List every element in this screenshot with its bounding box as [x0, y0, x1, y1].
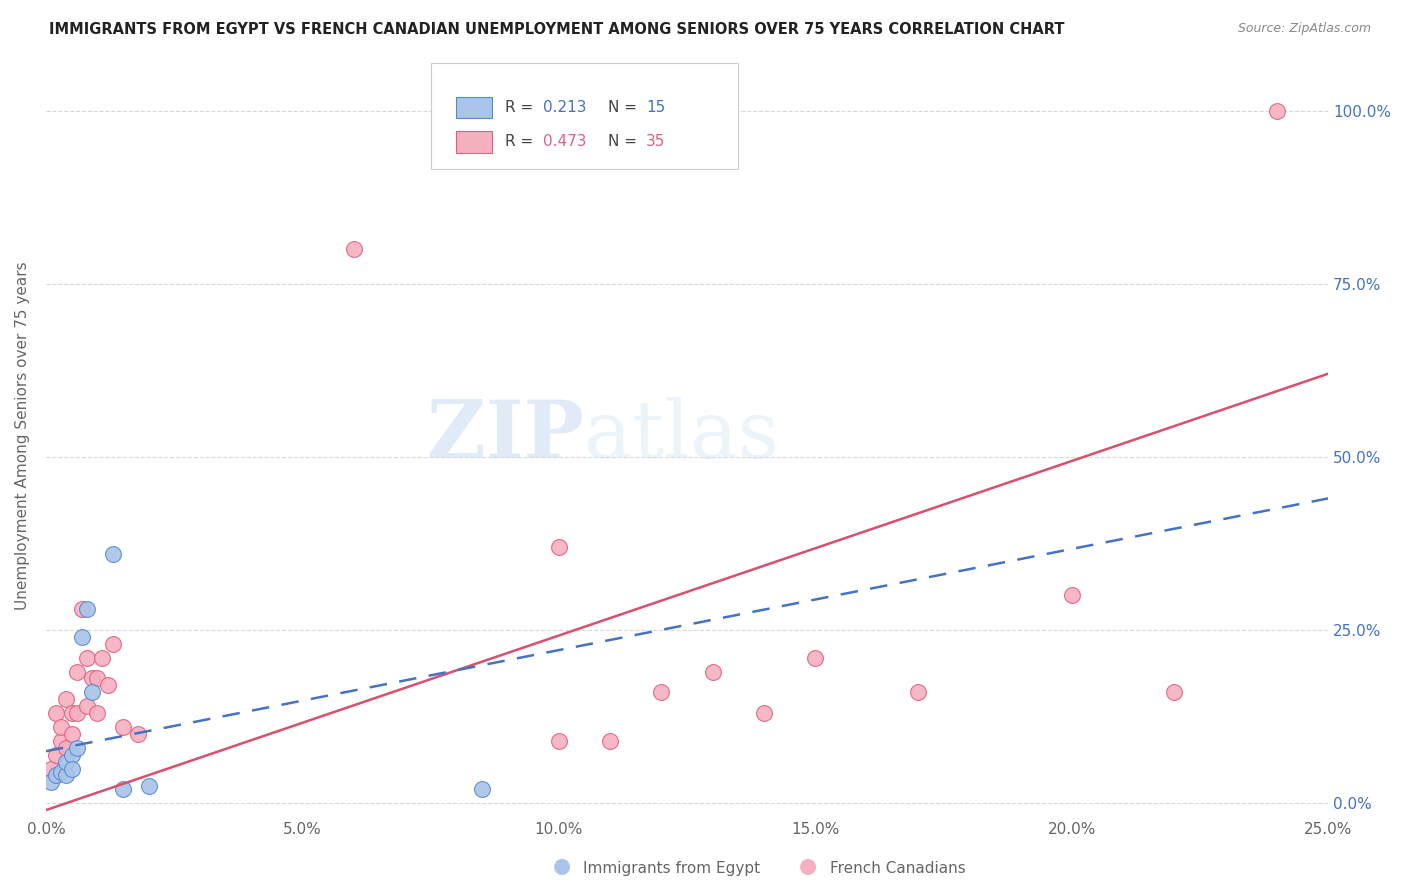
Text: Source: ZipAtlas.com: Source: ZipAtlas.com [1237, 22, 1371, 36]
Point [70, 630, 93, 644]
Point [86, 672, 108, 686]
Text: R =: R = [505, 135, 538, 150]
Point [60, 747, 83, 762]
Text: Immigrants from Egypt: Immigrants from Egypt [583, 861, 761, 876]
Point [55, 768, 77, 782]
Text: ●: ● [800, 856, 817, 876]
Point [471, 782, 494, 797]
Point [599, 734, 621, 748]
Text: R =: R = [505, 100, 538, 115]
Point [39, 775, 62, 789]
Point [547, 540, 569, 554]
Point [82, 672, 104, 686]
Text: 0.473: 0.473 [544, 135, 586, 150]
Point [55, 755, 77, 769]
Point [45, 706, 67, 720]
Point [55, 740, 77, 755]
Point [51, 734, 73, 748]
Point [39, 762, 62, 776]
Point [446, 103, 468, 118]
Point [96, 678, 118, 692]
Point [55, 692, 77, 706]
Point [752, 706, 775, 720]
Point [45, 768, 67, 782]
Y-axis label: Unemployment Among Seniors over 75 years: Unemployment Among Seniors over 75 years [15, 261, 30, 610]
Point [66, 665, 89, 679]
Text: IMMIGRANTS FROM EGYPT VS FRENCH CANADIAN UNEMPLOYMENT AMONG SENIORS OVER 75 YEAR: IMMIGRANTS FROM EGYPT VS FRENCH CANADIAN… [49, 22, 1064, 37]
Point [91, 650, 114, 665]
Point [66, 706, 89, 720]
Point [51, 764, 73, 779]
Point [907, 685, 929, 699]
Text: 15: 15 [645, 100, 665, 115]
Point [138, 779, 160, 793]
Point [76, 650, 98, 665]
Point [111, 782, 134, 797]
Point [82, 685, 104, 699]
Text: ●: ● [554, 856, 571, 876]
Point [45, 747, 67, 762]
Text: 35: 35 [645, 135, 665, 150]
Text: atlas: atlas [585, 397, 779, 475]
Text: N =: N = [607, 135, 641, 150]
Point [60, 762, 83, 776]
Point [86, 706, 108, 720]
Point [60, 706, 83, 720]
Point [650, 685, 672, 699]
Text: 0.213: 0.213 [544, 100, 586, 115]
Point [127, 727, 149, 741]
Point [111, 720, 134, 734]
Point [101, 637, 124, 651]
Point [547, 734, 569, 748]
Point [101, 547, 124, 561]
Point [804, 650, 827, 665]
Point [1265, 103, 1288, 118]
Point [51, 720, 73, 734]
Text: N =: N = [607, 100, 641, 115]
Text: French Canadians: French Canadians [830, 861, 966, 876]
Point [1163, 685, 1185, 699]
FancyBboxPatch shape [430, 62, 738, 169]
FancyBboxPatch shape [457, 97, 492, 119]
FancyBboxPatch shape [457, 131, 492, 153]
Point [60, 727, 83, 741]
Point [66, 740, 89, 755]
Text: ZIP: ZIP [427, 397, 585, 475]
Point [76, 602, 98, 616]
Point [1060, 588, 1083, 602]
Point [76, 699, 98, 714]
Point [343, 242, 366, 256]
Point [70, 602, 93, 616]
Point [702, 665, 724, 679]
